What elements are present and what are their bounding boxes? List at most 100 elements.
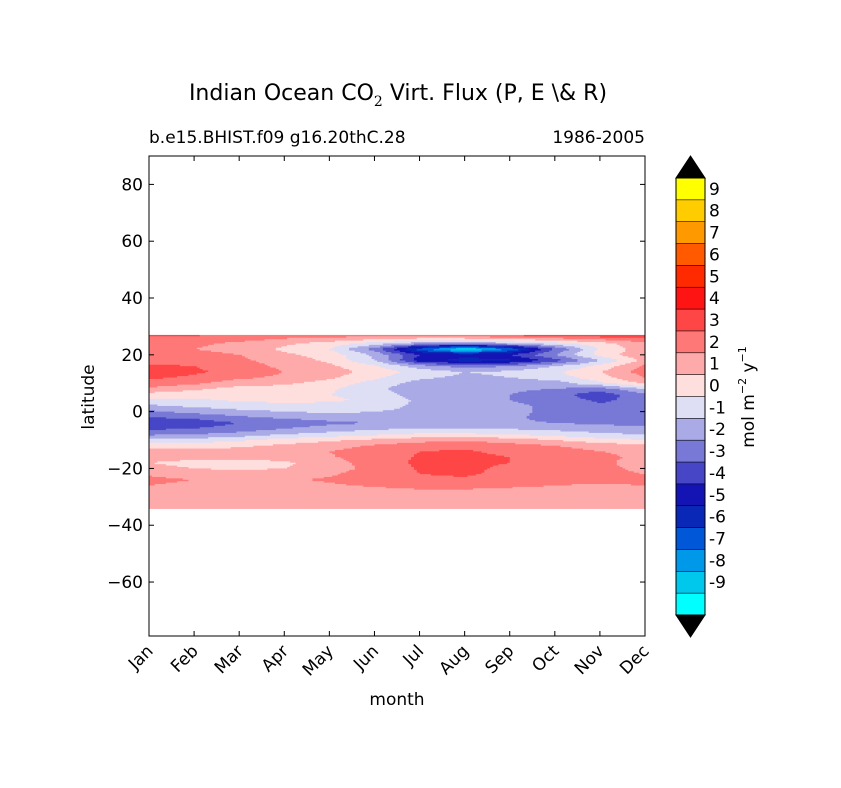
heatmap-cell bbox=[608, 356, 612, 359]
heatmap-cell bbox=[157, 340, 161, 343]
heatmap-cell bbox=[537, 334, 542, 337]
heatmap-cell bbox=[171, 361, 175, 364]
heatmap-cell bbox=[456, 349, 460, 352]
heatmap-cell bbox=[467, 360, 471, 363]
heatmap-cell bbox=[222, 347, 226, 350]
heatmap-cell bbox=[233, 339, 237, 342]
heatmap-cell bbox=[250, 334, 254, 337]
heatmap-cell bbox=[464, 370, 469, 373]
heatmap-cell bbox=[213, 354, 218, 357]
heatmap-cell bbox=[526, 337, 531, 340]
heatmap-cell bbox=[399, 369, 404, 372]
heatmap-cell bbox=[602, 359, 607, 362]
heatmap-cell bbox=[543, 367, 547, 370]
heatmap-cell bbox=[157, 346, 161, 349]
heatmap-cell bbox=[447, 354, 452, 357]
heatmap-cell bbox=[261, 367, 266, 370]
heatmap-cell bbox=[580, 363, 584, 366]
heatmap-cell bbox=[222, 336, 226, 339]
heatmap-cell bbox=[258, 353, 263, 356]
heatmap-cell bbox=[287, 343, 291, 346]
heatmap-cell bbox=[253, 351, 257, 354]
heatmap-cell bbox=[422, 339, 426, 342]
heatmap-cell bbox=[532, 364, 536, 367]
heatmap-cell bbox=[529, 367, 533, 370]
heatmap-cell bbox=[616, 350, 621, 353]
heatmap-cell bbox=[461, 371, 466, 374]
heatmap-cell bbox=[180, 353, 184, 356]
heatmap-cell bbox=[149, 370, 153, 373]
heatmap-cell bbox=[177, 353, 181, 356]
heatmap-cell bbox=[230, 344, 235, 347]
heatmap-cell bbox=[154, 370, 159, 373]
heatmap-cell bbox=[456, 370, 460, 373]
heatmap-cell bbox=[549, 351, 553, 354]
heatmap-cell bbox=[633, 351, 638, 354]
heatmap-cell bbox=[436, 356, 440, 359]
heatmap-cell bbox=[154, 360, 159, 363]
heatmap-cell bbox=[182, 366, 187, 369]
heatmap-cell bbox=[343, 346, 347, 349]
heatmap-cell bbox=[428, 367, 432, 370]
heatmap-cell bbox=[211, 334, 215, 337]
heatmap-cell bbox=[588, 344, 593, 347]
heatmap-cell bbox=[535, 344, 539, 347]
heatmap-cell bbox=[320, 366, 325, 369]
heatmap-cell bbox=[188, 363, 192, 366]
heatmap-cell bbox=[430, 346, 435, 349]
heatmap-cell bbox=[292, 346, 297, 349]
heatmap-cell bbox=[552, 367, 556, 370]
heatmap-cell bbox=[306, 364, 311, 367]
heatmap-cell bbox=[394, 343, 398, 346]
heatmap-cell bbox=[211, 356, 215, 359]
heatmap-cell bbox=[487, 349, 491, 352]
heatmap-cell bbox=[374, 363, 378, 366]
heatmap-cell bbox=[357, 359, 361, 362]
heatmap-cell bbox=[371, 347, 376, 350]
heatmap-cell bbox=[253, 336, 257, 339]
heatmap-cell bbox=[492, 337, 497, 340]
heatmap-cell bbox=[227, 337, 232, 340]
heatmap-cell bbox=[487, 363, 491, 366]
heatmap-cell bbox=[171, 369, 175, 372]
heatmap-cell bbox=[588, 347, 593, 350]
heatmap-cell bbox=[318, 350, 322, 353]
heatmap-cell bbox=[275, 340, 280, 343]
heatmap-cell bbox=[191, 339, 195, 342]
heatmap-cell bbox=[557, 347, 562, 350]
heatmap-cell bbox=[394, 347, 398, 350]
heatmap-cell bbox=[459, 360, 463, 363]
heatmap-cell bbox=[642, 366, 645, 369]
heatmap-cell bbox=[506, 370, 511, 373]
heatmap-cell bbox=[385, 356, 390, 359]
heatmap-cell bbox=[258, 363, 263, 366]
heatmap-cell bbox=[614, 367, 618, 370]
heatmap-cell bbox=[194, 349, 198, 352]
heatmap-cell bbox=[588, 364, 593, 367]
heatmap-cell bbox=[292, 349, 297, 352]
heatmap-cell bbox=[473, 359, 477, 362]
heatmap-cell bbox=[599, 363, 604, 366]
heatmap-cell bbox=[614, 354, 618, 357]
heatmap-cell bbox=[174, 370, 178, 373]
heatmap-cell bbox=[380, 366, 384, 369]
heatmap-cell bbox=[157, 370, 161, 373]
heatmap-cell bbox=[275, 351, 280, 354]
heatmap-cell bbox=[278, 337, 283, 340]
heatmap-cell bbox=[628, 356, 632, 359]
heatmap-cell bbox=[532, 336, 536, 339]
heatmap-cell bbox=[616, 347, 621, 350]
heatmap-cell bbox=[154, 339, 159, 342]
heatmap-cell bbox=[405, 361, 409, 364]
heatmap-cell bbox=[453, 366, 457, 369]
heatmap-cell bbox=[354, 340, 359, 343]
heatmap-cell bbox=[484, 369, 488, 372]
heatmap-cell bbox=[563, 370, 567, 373]
heatmap-cell bbox=[360, 361, 364, 364]
heatmap-cell bbox=[391, 353, 395, 356]
heatmap-cell bbox=[399, 356, 404, 359]
heatmap-cell bbox=[273, 366, 277, 369]
heatmap-cell bbox=[444, 337, 449, 340]
heatmap-cell bbox=[484, 342, 488, 345]
heatmap-cell bbox=[585, 344, 590, 347]
